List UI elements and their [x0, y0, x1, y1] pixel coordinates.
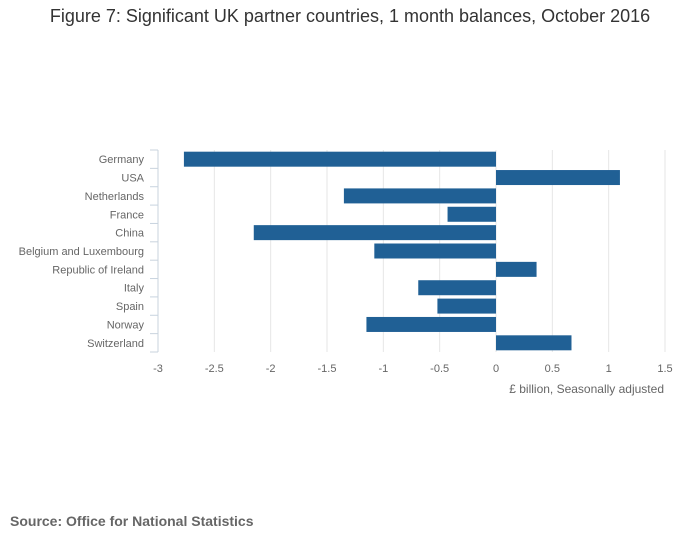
x-tick-label: -1.5	[318, 363, 337, 375]
category-label: Switzerland	[87, 338, 144, 350]
x-tick-label: -2.5	[205, 363, 224, 375]
bar	[447, 206, 496, 222]
category-label: Spain	[116, 301, 144, 313]
category-label: Germany	[99, 154, 145, 166]
category-label: Norway	[107, 319, 145, 331]
x-tick-label: -0.5	[430, 363, 449, 375]
bar	[496, 261, 537, 277]
x-tick-label: -1	[378, 363, 388, 375]
x-tick-label: 1.5	[657, 363, 672, 375]
x-tick-label: -3	[153, 363, 163, 375]
x-tick-label: 0.5	[545, 363, 560, 375]
bar	[496, 170, 620, 186]
x-tick-label: 1	[606, 363, 612, 375]
chart-title: Figure 7: Significant UK partner countri…	[49, 6, 651, 26]
category-label: Netherlands	[85, 191, 145, 203]
x-tick-label: -2	[266, 363, 276, 375]
category-label: China	[115, 228, 145, 240]
category-axis: Germany USA Netherlands France China Belgium …	[19, 149, 159, 353]
category-label: USA	[121, 173, 144, 185]
bar	[437, 298, 496, 314]
source-note: Source: Office for National Statistics	[10, 513, 254, 529]
bar	[374, 243, 496, 259]
bar	[253, 225, 496, 241]
category-label: Belgium and Luxembourg	[19, 246, 144, 258]
category-label: Republic of Ireland	[52, 264, 144, 276]
x-axis-label: £ billion, Seasonally adjusted	[509, 382, 664, 396]
bar	[343, 188, 496, 204]
bar	[183, 151, 496, 167]
x-tick-label: 0	[493, 363, 499, 375]
category-label: Italy	[124, 283, 145, 295]
bars	[183, 151, 620, 351]
bar	[496, 335, 572, 351]
value-axis: -3 -2.5 -2 -1.5 -1 -0.5 0 0.5 1 1.5	[153, 363, 673, 375]
category-label: France	[110, 209, 144, 221]
bar	[418, 280, 496, 296]
bar	[366, 316, 496, 332]
